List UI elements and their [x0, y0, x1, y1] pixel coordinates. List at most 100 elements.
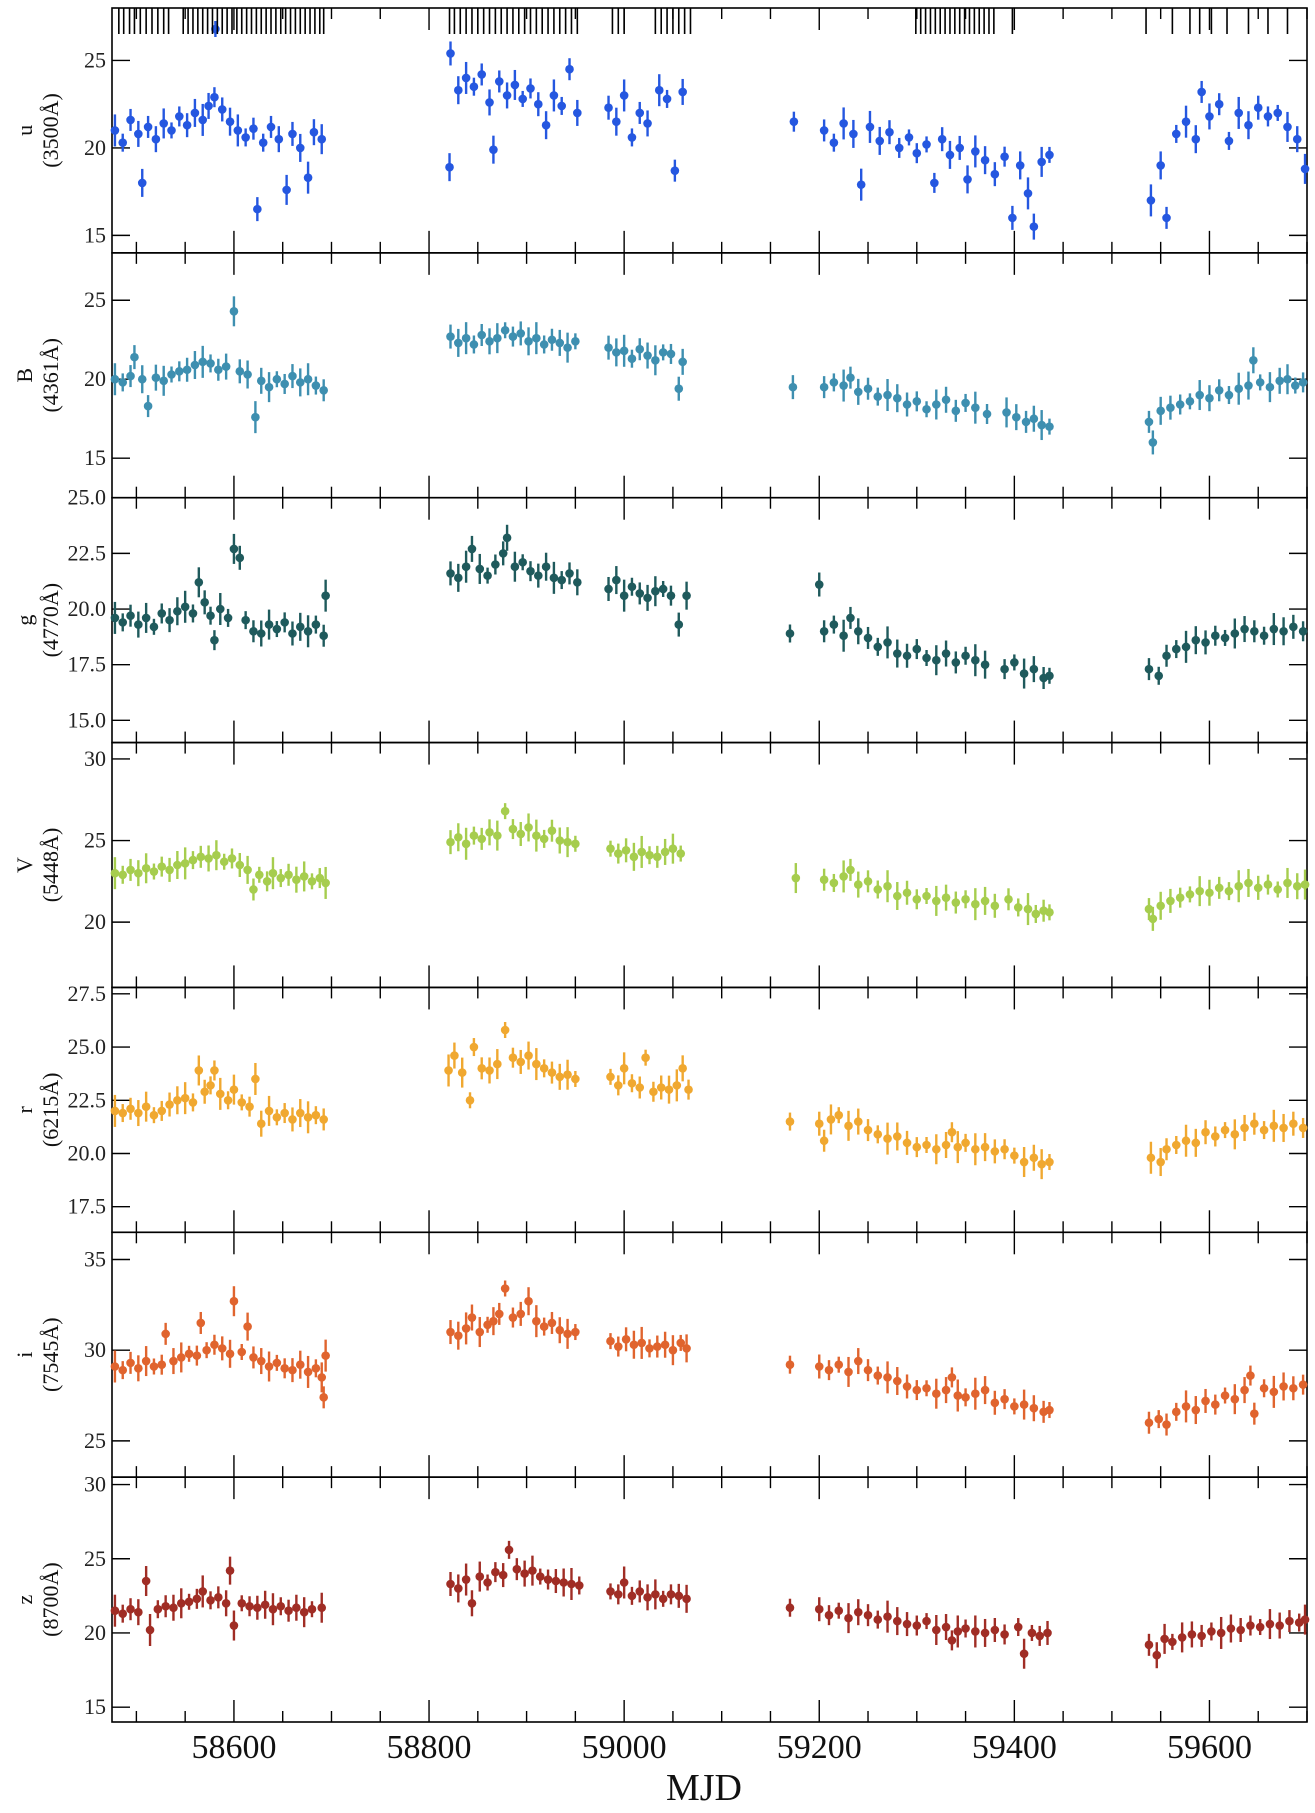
data-point: [937, 134, 947, 144]
data-point: [980, 1628, 990, 1638]
data-point: [288, 1365, 297, 1375]
data-point: [221, 362, 231, 371]
data-point: [565, 569, 574, 578]
data-point: [555, 1072, 565, 1082]
data-point: [573, 578, 582, 587]
data-point: [559, 1578, 568, 1587]
data-point: [1010, 658, 1019, 667]
data-point: [1292, 134, 1302, 144]
data-point: [210, 92, 219, 102]
data-point: [1013, 1622, 1023, 1632]
data-point: [1171, 644, 1181, 654]
data-point: [1201, 638, 1210, 647]
data-point: [788, 382, 798, 392]
data-point: [151, 134, 161, 144]
data-point: [990, 1625, 1000, 1635]
data-point: [229, 1085, 239, 1094]
data-point: [1035, 1631, 1045, 1641]
data-point: [658, 1594, 668, 1604]
data-point: [1168, 1637, 1177, 1647]
data-point: [557, 101, 567, 111]
data-point: [303, 1113, 313, 1122]
data-point: [1162, 213, 1171, 223]
data-point: [1214, 99, 1224, 109]
data-point: [654, 85, 664, 95]
data-point: [547, 1318, 557, 1328]
data-point: [814, 580, 824, 589]
data-point: [217, 1344, 227, 1353]
data-point: [1283, 374, 1292, 384]
panels-layer: 15 20 25 u (3500Å) 15 20 25 B (4361Å) 15.0 17.5 20.0…: [12, 7, 1310, 1723]
data-point: [268, 868, 278, 878]
data-point: [1211, 1132, 1220, 1141]
data-point: [1259, 1383, 1269, 1393]
data-point: [627, 133, 637, 142]
y-tick-label: 25: [84, 828, 106, 853]
data-point: [1156, 161, 1165, 170]
data-point: [512, 1564, 522, 1574]
data-point: [912, 644, 922, 654]
data-point: [574, 1581, 584, 1590]
data-point: [284, 1606, 293, 1616]
data-point: [932, 896, 941, 906]
data-point: [1037, 420, 1046, 430]
data-point: [149, 1110, 159, 1120]
data-point: [485, 828, 494, 837]
data-point: [1224, 390, 1234, 400]
data-point: [902, 888, 912, 898]
data-point: [971, 1144, 980, 1154]
data-point: [951, 658, 961, 667]
data-point: [1156, 901, 1165, 911]
data-point: [532, 831, 541, 840]
data-point: [188, 855, 198, 865]
data-point: [961, 894, 970, 904]
data-point: [682, 1344, 691, 1353]
data-point: [489, 1316, 498, 1326]
panel-r: 17.5 20.0 22.5 25.0 27.5 r (6215Å): [12, 981, 1308, 1234]
y-tick-label: 25.0: [68, 485, 107, 510]
data-point: [573, 108, 582, 118]
data-point: [446, 569, 455, 578]
y-tick-label: 20: [84, 366, 106, 391]
data-point: [1000, 664, 1009, 674]
data-point: [953, 1142, 963, 1152]
y-tick-label: 17.5: [68, 652, 107, 677]
data-point: [467, 1313, 477, 1322]
data-point: [856, 180, 866, 189]
data-point: [243, 370, 252, 379]
panel-frame: [111, 1231, 1308, 1478]
data-point: [184, 1349, 194, 1359]
data-point: [883, 881, 892, 891]
data-point: [853, 880, 863, 889]
data-point: [221, 1598, 231, 1608]
data-point: [1265, 1619, 1275, 1629]
data-point: [971, 655, 980, 665]
data-point: [819, 126, 829, 135]
data-point: [563, 343, 572, 352]
data-point: [299, 1607, 309, 1617]
data-point: [1201, 1396, 1210, 1406]
data-point: [873, 1130, 883, 1139]
data-point: [541, 562, 551, 572]
y-tick-label: 20: [84, 135, 106, 160]
data-point: [1230, 1394, 1240, 1404]
data-point: [606, 844, 615, 853]
data-point: [641, 1053, 650, 1062]
data-point: [990, 1147, 1000, 1156]
data-point: [670, 166, 680, 175]
data-point: [1043, 1628, 1052, 1638]
panel-frame: [111, 1476, 1308, 1723]
x-axis: 58600 58800 59000 59200 59400 59600: [191, 1729, 1252, 1766]
data-point: [539, 1322, 549, 1331]
data-point: [947, 1636, 957, 1645]
data-point: [1246, 1621, 1255, 1630]
data-point: [264, 620, 274, 629]
data-point: [1265, 382, 1275, 392]
data-point: [912, 1142, 922, 1152]
data-point: [1171, 129, 1181, 139]
data-point: [961, 1624, 970, 1633]
data-point: [1191, 134, 1201, 144]
data-point: [613, 1342, 623, 1351]
data-point: [1290, 381, 1300, 390]
data-point: [941, 1140, 951, 1150]
